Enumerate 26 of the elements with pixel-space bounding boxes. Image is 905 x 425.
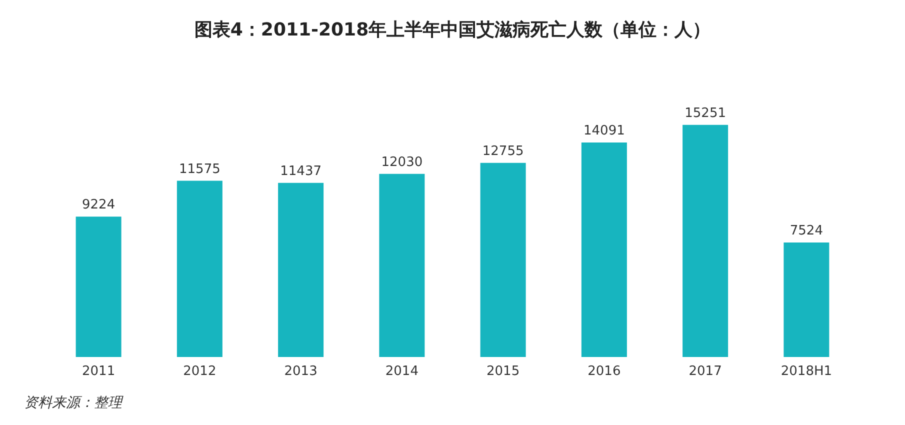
data-label: 15251 [684, 106, 726, 121]
data-label: 11575 [179, 162, 220, 177]
text: 资料来源：整理 [24, 394, 124, 410]
chart-title: 图表4：2011-2018年上半年中国艾滋病死亡人数（单位：人） [194, 20, 711, 40]
data-label: 14091 [584, 124, 625, 139]
data-label: 12030 [381, 154, 423, 170]
bar [176, 180, 222, 357]
bar [278, 182, 324, 357]
bar [784, 242, 830, 357]
bar [76, 216, 122, 357]
data-label: 11437 [280, 164, 322, 179]
x-tick-label: 2013 [284, 364, 318, 379]
bar [581, 142, 627, 357]
x-tick-label: 2016 [588, 364, 621, 379]
x-tick-label: 2014 [385, 364, 418, 379]
data-label: 7524 [790, 223, 823, 238]
x-tick-label: 2011 [82, 364, 116, 379]
data-label: 12755 [482, 144, 524, 159]
bar [379, 174, 425, 357]
data-label: 9224 [82, 198, 116, 213]
x-tick-label: 2012 [183, 364, 216, 379]
x-tick-label: 2017 [688, 364, 722, 379]
bar [480, 162, 526, 357]
x-tick-label: 2015 [486, 364, 520, 379]
x-tick-label: 2018H1 [780, 364, 832, 379]
bar [682, 124, 728, 357]
